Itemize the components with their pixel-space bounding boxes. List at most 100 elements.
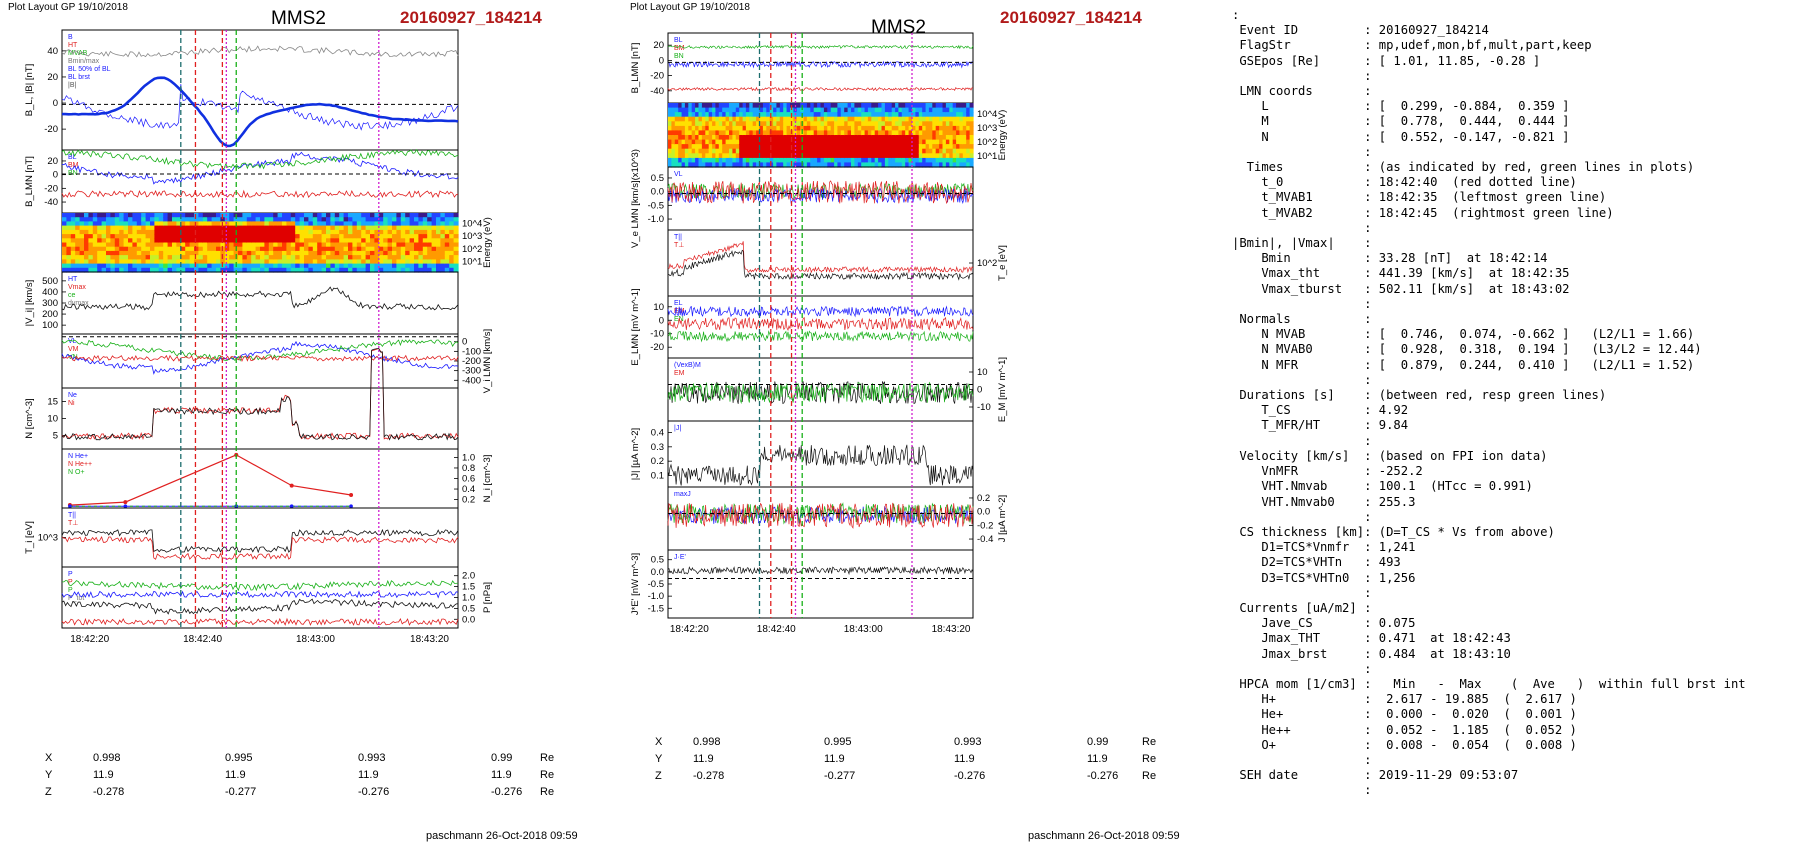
spectrogram-cell [378,246,384,252]
spectrogram-cell [834,148,839,154]
spectrogram-cell [949,157,954,164]
spectrogram-cell [827,135,832,141]
spectrogram-cell [701,121,706,127]
spectrogram-cell [776,130,781,136]
info-line: : [1232,220,1372,235]
spectrogram-cell [742,107,747,113]
spectrogram-cell [861,153,866,159]
spectrogram-cell [453,242,459,248]
spectrogram-cell [374,234,380,239]
spectrogram-cell [220,217,226,222]
spectrogram-cell [817,148,822,154]
spectrogram-cell [844,130,849,136]
spectrogram-cell [766,112,771,118]
spectrogram-cell [422,234,428,239]
spectrogram-cell [268,221,274,227]
spectrogram-cell [299,221,305,227]
spectrogram-cell [238,238,243,244]
spectrogram-cell [718,125,723,132]
spectrogram-cell [668,162,672,168]
spectrogram-cell [198,217,204,222]
spectrogram-cell [874,103,879,109]
spectrogram-cell [956,121,961,127]
spectrogram-cell [374,229,380,235]
y-axis-label: T_i [eV] [24,521,35,554]
spectrogram-cell [220,242,226,248]
spectrogram-cell [915,162,920,168]
spectrogram-cell [211,238,217,244]
spectrogram-cell [361,250,367,256]
spectrogram-cell [158,242,164,248]
spectrogram-cell [62,225,67,231]
spectrogram-cell [871,103,876,109]
spectrogram-cell [732,112,737,118]
legend-entry: J·E' [674,554,686,561]
spectrogram-cell [671,153,676,159]
spectrogram-cell [290,225,296,231]
spectrogram-cell [891,103,896,109]
spectrogram-cell [722,107,727,113]
spectrogram-cell [383,250,389,256]
spectrogram-cell [207,250,213,256]
spectrogram-cell [942,162,947,168]
spectrogram-cell [110,246,116,252]
spectrogram-cell [776,139,781,145]
spectrogram-cell [70,242,76,248]
spectrogram-cell [392,217,397,222]
spectrogram-cell [759,148,764,154]
tick-label: -20 [44,124,58,135]
spectrogram-cell [383,221,389,227]
spectrogram-cell [348,238,353,244]
spectrogram-cell [84,255,89,260]
spectrogram-cell [242,238,248,244]
spectrogram-cell [440,217,446,222]
spectrogram-cell [396,217,402,222]
spectrogram-cell [962,135,967,141]
spectrogram-cell [952,130,957,136]
spectrogram-cell [185,221,191,227]
spectrogram-cell [776,162,781,168]
spectrogram-cell [688,112,693,118]
spectrogram-cell [840,162,845,168]
spectrogram-cell [729,153,733,159]
spectrogram-cell [352,255,358,260]
spectrogram-cell [348,259,353,265]
spectrogram-cell [888,103,893,109]
spectrogram-cell [321,213,327,218]
spectrogram-cell [282,263,287,269]
spectrogram-cell [255,263,261,269]
spectrogram-cell [141,225,147,231]
spectrogram-cell [918,135,923,141]
spectrogram-cell [739,121,744,127]
info-line: O+ : 0.008 - 0.054 ( 0.008 ) [1232,737,1577,752]
spectrogram-cell [925,125,930,132]
spectrogram-cell [180,267,186,273]
spectrogram-cell [273,242,279,248]
spectrogram-cell [874,148,879,154]
spectrogram-cell [729,116,733,122]
spectrogram-cell [119,263,125,269]
tick-label: -40 [650,86,664,97]
spectrogram-cell [888,153,893,159]
spectrogram-cell [678,103,683,109]
spectrogram-cell [895,107,900,113]
series-line [61,151,459,185]
spectrogram-cell [949,125,954,132]
spectrogram-cell [762,121,767,127]
spectrogram-cell [827,107,832,113]
spectrogram-cell [370,242,375,248]
spectrogram-cell [834,103,839,109]
spectrogram-cell [932,112,937,118]
spectrogram-cell [79,234,85,239]
spectrogram-cell [840,157,845,164]
spectrogram-cell [317,217,323,222]
spectrogram-cell [823,162,828,168]
spectrogram-cell [387,263,393,269]
tick-label: 0 [53,98,58,109]
spectrogram-cell [255,267,261,273]
spectrogram-cell [732,139,737,145]
spectrogram-cell [884,148,889,154]
spectrogram-cell [668,107,672,113]
spectrogram-cell [671,116,676,122]
position-label: Y [655,753,663,765]
